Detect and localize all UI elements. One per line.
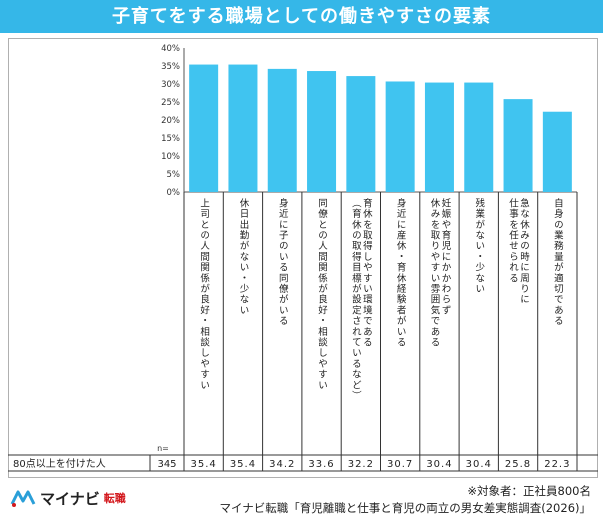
bar	[503, 99, 533, 192]
category-label: 上司との人間関係が良好・相談しやすい	[198, 198, 210, 391]
value-label: 33.6	[308, 459, 334, 470]
category-label: 急な休みの時に周りに	[518, 197, 530, 305]
category-label: 育休を取得しやすい環境である	[361, 197, 373, 347]
chart-frame	[8, 38, 598, 478]
chart-title: 子育てをする職場としての働きやすさの要素	[0, 0, 603, 33]
bar	[464, 82, 494, 192]
category-label: （育休の取得目標が設定されているなど）	[350, 198, 362, 401]
bar	[385, 81, 415, 192]
category-label: 同僚との人間関係が良好・相談しやすい	[316, 198, 328, 391]
value-label: 35.4	[191, 459, 217, 470]
y-tick-label: 15%	[161, 134, 180, 144]
bar	[189, 64, 219, 192]
value-label: 35.4	[230, 459, 256, 470]
value-label: 34.2	[269, 459, 295, 470]
category-label: 身近に子のいる同僚がいる	[277, 197, 289, 326]
y-tick-label: 10%	[161, 152, 180, 162]
target-note: ※対象者：正社員800名	[467, 484, 591, 498]
bar	[267, 68, 297, 192]
y-tick-label: 20%	[161, 116, 180, 126]
bar-chart: 0% 5% 10% 15% 20% 25% 30% 35% 40% 上司との人間関係が良好・相談し…	[8, 44, 598, 472]
y-tick-label: 5%	[167, 170, 181, 180]
value-label: 32.2	[348, 459, 374, 470]
n-value: 345	[157, 459, 176, 470]
bar	[228, 64, 258, 192]
category-label: 自身の業務量が適切である	[552, 197, 564, 326]
logo-sub: 転職	[103, 492, 126, 505]
y-tick-label: 0%	[167, 188, 181, 198]
category-label: 身近に産休・育休経験者がいる	[395, 197, 407, 347]
row-label: 80点以上を付けた人	[13, 457, 106, 470]
value-label: 30.4	[466, 459, 492, 470]
category-label: 仕事を任せられる	[507, 197, 519, 283]
category-label: 妊娠や育児にかかわらず	[439, 197, 451, 315]
n-label: n=	[157, 444, 169, 453]
bar	[346, 76, 376, 192]
mynavi-logo-icon	[10, 490, 36, 507]
y-tick-label: 25%	[161, 98, 180, 108]
mynavi-logo: マイナビ 転職	[10, 483, 126, 513]
y-tick-label: 40%	[161, 44, 180, 54]
logo-text: マイナビ	[40, 489, 100, 508]
value-label: 30.7	[387, 459, 413, 470]
value-label: 30.4	[426, 459, 452, 470]
category-label: 休みを取りやすい雰囲気である	[428, 197, 440, 347]
y-tick-label: 30%	[161, 80, 180, 90]
y-tick-label: 35%	[161, 62, 180, 72]
value-label: 22.3	[544, 459, 570, 470]
value-label: 25.8	[505, 459, 531, 470]
bar	[424, 82, 454, 192]
bar	[542, 111, 572, 192]
bar	[307, 71, 337, 192]
category-label: 残業がない・少ない	[473, 197, 485, 294]
category-label: 休日出勤がない・少ない	[237, 197, 249, 315]
source-note: マイナビ転職「育児離職と仕事と育児の両立の男女差実態調査(2026)」	[219, 501, 591, 515]
